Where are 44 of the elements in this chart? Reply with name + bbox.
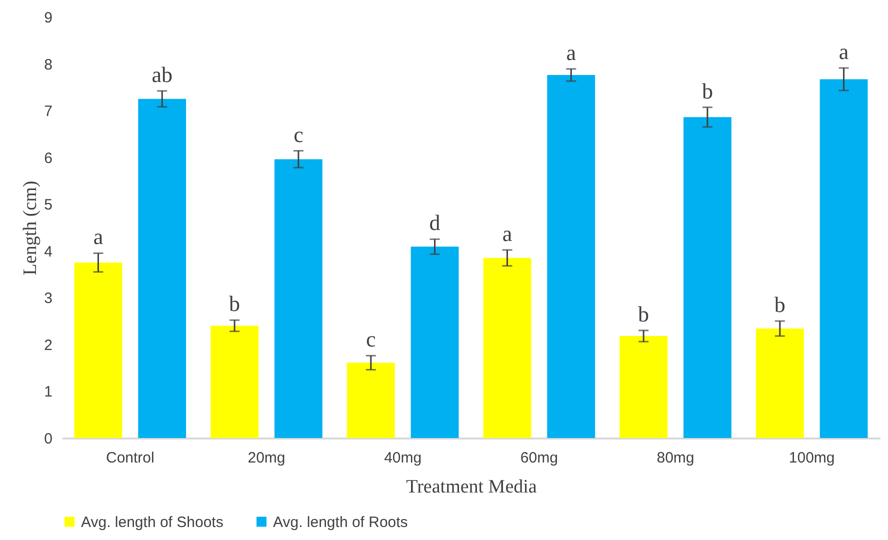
data-label: b	[638, 301, 650, 326]
y-tick-label: 7	[44, 103, 52, 120]
legend-label: Avg. length of Shoots	[81, 514, 224, 531]
bar	[410, 246, 459, 438]
y-tick-label: 1	[44, 384, 52, 401]
y-tick-label: 6	[44, 150, 52, 167]
data-label: a	[838, 38, 849, 64]
y-tick-label: 0	[44, 430, 52, 448]
bar	[683, 117, 732, 438]
y-tick-label: 9	[44, 10, 52, 26]
y-tick-label: 5	[44, 196, 52, 214]
bar	[756, 328, 804, 438]
x-tick-label: 60mg	[520, 450, 558, 466]
data-label: b	[774, 292, 786, 318]
bar	[620, 336, 668, 438]
data-label: c	[294, 122, 304, 147]
x-tick-label: 100mg	[788, 450, 835, 466]
data-label: d	[429, 210, 440, 236]
y-tick-label: 8	[44, 56, 52, 74]
x-tick-label: 80mg	[656, 450, 694, 466]
data-label: a	[502, 220, 512, 246]
bar	[138, 98, 186, 438]
bar	[274, 159, 322, 438]
bar	[74, 262, 122, 438]
bar	[547, 75, 596, 438]
data-label: b	[702, 78, 713, 104]
data-label: a	[566, 40, 576, 65]
x-tick-label: 40mg	[384, 450, 422, 466]
bar	[210, 326, 259, 438]
bar	[346, 362, 395, 438]
x-axis-title: Treatment Media	[406, 476, 538, 498]
data-label: c	[366, 326, 376, 352]
data-label: ab	[152, 62, 172, 87]
x-tick-label: Control	[106, 450, 154, 466]
legend-label: Avg. length of Roots	[273, 514, 408, 531]
data-label: b	[229, 291, 240, 316]
y-tick-label: 3	[44, 290, 52, 308]
y-axis-title: Length (cm)	[20, 180, 42, 276]
bar	[483, 258, 532, 438]
y-tick-label: 2	[44, 336, 52, 354]
bar	[820, 79, 868, 438]
data-label: a	[93, 224, 104, 250]
y-tick-label: 4	[44, 243, 52, 260]
x-tick-label: 20mg	[248, 450, 286, 466]
